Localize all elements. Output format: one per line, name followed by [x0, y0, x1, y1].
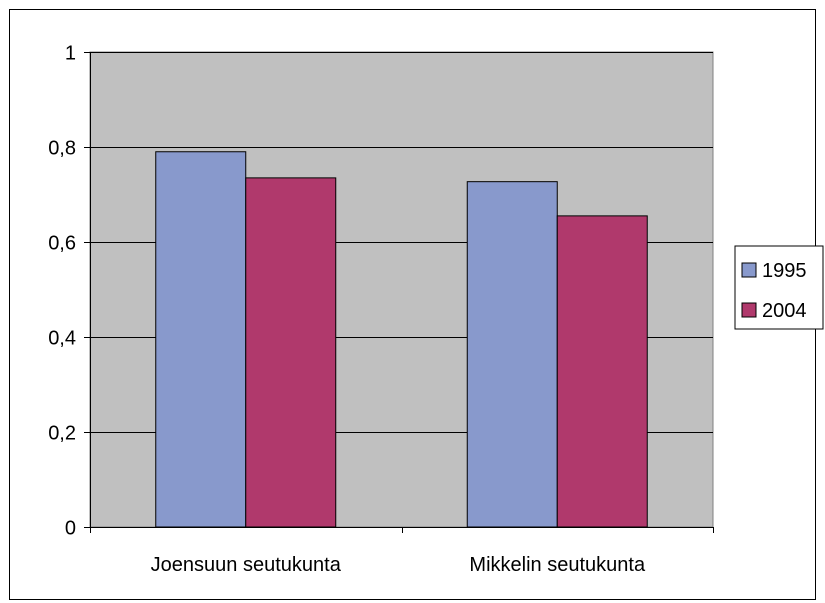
y-tick-label: 0,4: [48, 328, 76, 350]
y-tick-label: 1: [65, 43, 76, 65]
bar-1995-2: [466, 181, 558, 528]
legend: 1995 2004: [734, 245, 824, 330]
axes: [84, 52, 714, 533]
legend-swatch-2004: [741, 302, 757, 318]
y-tick-label: 0,6: [48, 233, 76, 255]
y-tick-label: 0,2: [48, 423, 76, 445]
x-tick-label: Joensuun seutukunta: [151, 554, 342, 576]
x-tick-labels: Joensuun seutukunta Mikkelin seutukunta: [151, 554, 646, 576]
legend-label-1995: 1995: [762, 260, 807, 282]
bar-1995-1: [155, 151, 247, 528]
bar-2004-1: [245, 177, 337, 528]
y-tick-label: 0: [65, 518, 76, 540]
legend-label-2004: 2004: [762, 300, 807, 322]
y-tick-label: 0,8: [48, 138, 76, 160]
x-tick-label: Mikkelin seutukunta: [469, 554, 646, 576]
y-tick-labels: 0 0,2 0,4 0,6 0,8 1: [48, 43, 76, 540]
bar-2004-2: [556, 215, 648, 528]
bars: [155, 151, 648, 528]
legend-swatch-1995: [741, 262, 757, 278]
